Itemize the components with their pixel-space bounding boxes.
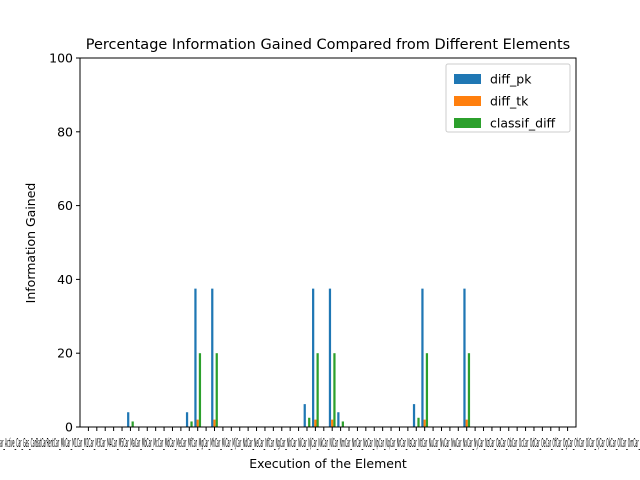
bar-diff_tk-40 — [423, 419, 426, 427]
y-tick-label: 80 — [57, 124, 73, 139]
bar-diff_pk-26 — [303, 404, 306, 427]
bar-classif_diff-12 — [190, 421, 193, 427]
bar-classif_diff-29 — [333, 353, 336, 427]
bar-diff_tk-13 — [196, 419, 199, 427]
legend-swatch-classif_diff — [454, 118, 481, 128]
bar-classif_diff-15 — [215, 353, 218, 427]
bar-diff_tk-29 — [331, 419, 334, 427]
bar-diff_pk-40 — [421, 288, 424, 428]
y-tick-label: 20 — [57, 346, 73, 361]
chart-title: Percentage Information Gained Compared f… — [86, 37, 570, 53]
bar-diff_tk-15 — [213, 419, 216, 427]
bar-diff_pk-5 — [127, 412, 130, 427]
y-tick-label: 40 — [57, 272, 73, 287]
y-tick-label: 60 — [57, 198, 73, 213]
bar-classif_diff-39 — [417, 417, 420, 427]
x-axis-label: Execution of the Element — [249, 456, 407, 471]
bar-diff_pk-15 — [211, 288, 214, 428]
legend-label-classif_diff: classif_diff — [490, 116, 556, 131]
bar-classif_diff-26 — [308, 417, 311, 427]
y-tick-label: 100 — [49, 51, 73, 66]
bar-diff_pk-13 — [194, 288, 197, 428]
bar-diff_pk-29 — [328, 288, 332, 428]
y-axis-label: Information Gained — [23, 183, 38, 304]
plot-area: 0 20 40 60 80 100 Car_Active_Car_Gas_CarBatCar… — [0, 51, 640, 451]
bar-diff_pk-30 — [337, 412, 340, 427]
bar-classif_diff-13 — [198, 353, 202, 427]
axes-frame — [79, 57, 577, 428]
bar-classif_diff-27 — [316, 353, 319, 427]
bar-classif_diff-30 — [341, 421, 344, 427]
legend: diff_pk diff_tk classif_diff — [445, 63, 571, 133]
bar-diff_pk-45 — [463, 288, 466, 428]
y-tick-label: 0 — [65, 420, 73, 435]
bar-classif_diff-45 — [467, 353, 471, 427]
bar-classif_diff-40 — [425, 353, 429, 427]
bar-diff_pk-27 — [312, 288, 315, 428]
legend-label-diff_pk: diff_pk — [490, 72, 532, 87]
x-tick-labels: Car_Active_Car_Gas_CarBatCarRentCar_MkCa… — [0, 435, 640, 450]
bar-diff_pk-12 — [185, 412, 189, 427]
legend-swatch-diff_pk — [454, 74, 481, 84]
bar-diff_tk-27 — [314, 419, 317, 427]
bar-classif_diff-5 — [131, 421, 134, 427]
bar-diff_pk-39 — [412, 404, 416, 427]
legend-swatch-diff_tk — [454, 96, 481, 106]
bar-diff_tk-45 — [465, 419, 468, 427]
legend-label-diff_tk: diff_tk — [490, 94, 529, 109]
